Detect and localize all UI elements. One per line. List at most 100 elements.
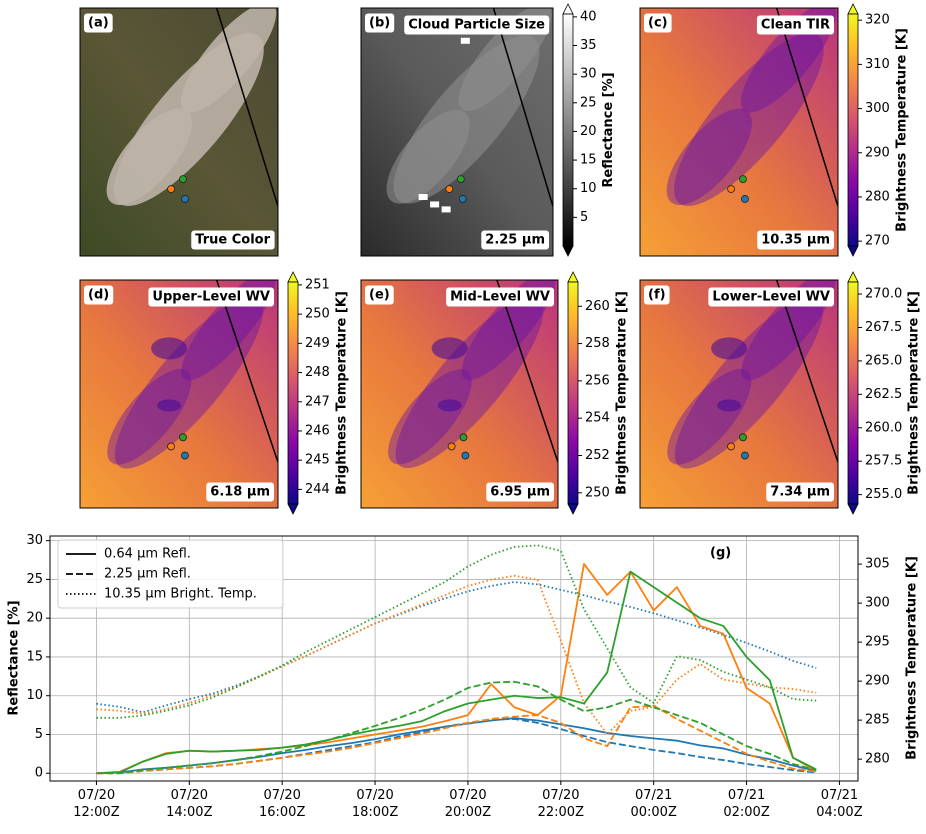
colorbar-tick-label: 30 (580, 67, 597, 82)
label-box (365, 285, 394, 305)
y2-tick-label: 300 (865, 596, 890, 611)
boundary-line (215, 8, 278, 207)
colorbar-tick-label: 267.5 (865, 320, 902, 335)
plume (666, 108, 752, 206)
cold-spot (437, 399, 462, 412)
data-line (96, 574, 817, 736)
x-tick-label: 07/21 00:00Z (630, 788, 677, 820)
label-box (766, 482, 834, 502)
plume (107, 368, 192, 465)
site-marker (181, 451, 189, 460)
colorbar-label: Brightness Temperature [K] (334, 291, 349, 495)
site-marker (181, 195, 189, 203)
x-tick-label: 07/20 18:00Z (351, 788, 399, 820)
site-marker (459, 433, 468, 442)
colorbar-extend (567, 503, 579, 515)
y-tick-label: 15 (26, 649, 43, 664)
map-background (640, 8, 838, 256)
colorbar-label: Brightness Temperature [K] (894, 28, 909, 232)
colorbar-tick-label: 257.5 (865, 454, 902, 469)
colorbar-tick-label: 270.0 (865, 287, 902, 302)
x-tick-label: 07/20 22:00Z (537, 788, 584, 820)
colorbar (847, 13, 859, 247)
colorbar-tick-label: 35 (580, 38, 597, 53)
label-box (486, 482, 554, 502)
colorbar-tick-label: 250 (585, 485, 610, 500)
plume (674, 296, 824, 469)
label-box (404, 15, 550, 35)
data-line (96, 570, 817, 775)
site-marker (739, 433, 747, 442)
map-frame (639, 279, 839, 509)
colorbar-tick-label: 251 (305, 277, 330, 292)
colorbar-tick-label: 246 (305, 423, 330, 438)
plume (667, 368, 752, 465)
colorbar-extend (287, 271, 299, 283)
y2-tick-label: 295 (865, 635, 890, 650)
colorbar (287, 281, 299, 505)
colorbar-tick-label: 254 (585, 411, 610, 426)
y-tick-label: 5 (35, 727, 43, 742)
panel-label: (d) (88, 288, 109, 303)
legend-label: 0.64 µm Refl. (104, 547, 191, 562)
x-tick-label: 07/21 04:00Z (816, 788, 863, 820)
map-frame (360, 7, 554, 257)
colorbar-tick-label: 258 (585, 336, 610, 351)
site-marker (727, 442, 735, 451)
y-axis-label: Reflectance [%] (7, 600, 22, 715)
map-frame (79, 279, 279, 509)
site-marker (179, 433, 187, 442)
plume (114, 296, 264, 469)
legend-label: 2.25 µm Refl. (104, 567, 191, 582)
site-marker (447, 442, 456, 451)
colorbar-tick-label: 265.0 (865, 353, 902, 368)
map-background (361, 280, 558, 508)
boundary-line (215, 280, 278, 463)
x-tick-label: 07/20 20:00Z (444, 788, 492, 820)
bright-spot (441, 206, 451, 213)
panel-label: (g) (710, 546, 731, 561)
label-box (644, 13, 672, 33)
colorbar-tick-label: 10 (580, 181, 597, 196)
x-tick-label: 07/20 16:00Z (258, 788, 306, 820)
colorbar-tick-label: 15 (580, 153, 597, 168)
colorbar-extend (847, 271, 859, 283)
colorbar-extend (847, 245, 859, 257)
colorbar-label: Brightness Temperature [K] (907, 291, 922, 495)
map-background (640, 280, 838, 508)
colorbar-tick-label: 245 (305, 453, 330, 468)
map-frame (360, 279, 559, 509)
y2-tick-label: 285 (865, 713, 890, 728)
y2-tick-label: 280 (865, 752, 890, 767)
colorbar-tick-label: 25 (580, 95, 597, 110)
data-line (96, 704, 817, 775)
cold-spot (717, 399, 742, 412)
y-tick-label: 25 (26, 572, 43, 587)
colorbar-tick-label: 20 (580, 124, 597, 139)
label-box (84, 13, 113, 33)
colorbar-tick-label: 248 (305, 365, 330, 380)
boundary-line (775, 8, 838, 207)
panel-title: Mid-Level WV (450, 290, 550, 305)
y-tick-label: 0 (35, 766, 43, 781)
x-tick-label: 07/20 12:00Z (73, 788, 120, 820)
panel-caption: 10.35 µm (761, 233, 830, 248)
panel-title: Cloud Particle Size (408, 18, 545, 33)
colorbar-label: Brightness Temperature [K] (614, 291, 629, 495)
colorbar-tick-label: 262.5 (865, 387, 902, 402)
panel-caption: 7.34 µm (770, 485, 830, 500)
site-marker (741, 451, 749, 460)
x-tick-label: 07/21 02:00Z (723, 788, 770, 820)
label-box (756, 15, 834, 35)
boundary-line (492, 8, 553, 207)
map-frame (79, 7, 279, 257)
colorbar-tick-label: 320 (865, 13, 890, 28)
colorbar-tick-label: 244 (305, 482, 330, 497)
map-frame (639, 7, 839, 257)
label-box (148, 287, 274, 307)
cold-spot (431, 337, 468, 360)
boundary-line (775, 280, 838, 463)
panel-label: (a) (88, 16, 109, 31)
label-box (708, 287, 834, 307)
panel-label: (c) (648, 16, 668, 31)
